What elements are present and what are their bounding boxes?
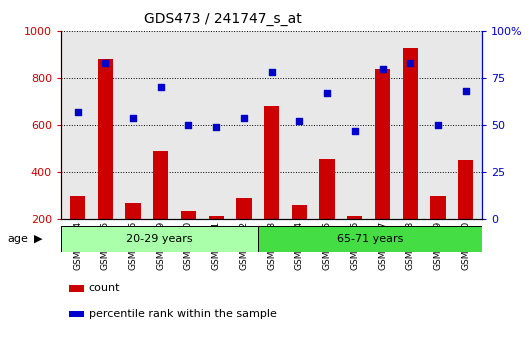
Bar	[153, 151, 169, 266]
Point	[406, 60, 414, 66]
Point	[101, 60, 110, 66]
Text: ▶: ▶	[34, 234, 43, 244]
Point	[267, 70, 276, 75]
Point	[212, 124, 220, 130]
Point	[295, 119, 304, 124]
Bar	[61, 226, 258, 252]
Point	[323, 90, 331, 96]
Text: GDS473 / 241747_s_at: GDS473 / 241747_s_at	[144, 12, 302, 26]
Point	[73, 109, 82, 115]
Bar	[181, 211, 196, 266]
Bar	[347, 216, 363, 266]
Point	[462, 88, 470, 94]
Bar	[292, 205, 307, 266]
Text: age: age	[7, 234, 28, 244]
Bar	[236, 198, 252, 266]
Bar	[70, 196, 85, 266]
Point	[240, 115, 248, 120]
Bar	[320, 159, 334, 266]
Text: 65-71 years: 65-71 years	[337, 234, 403, 244]
Bar	[98, 59, 113, 266]
Point	[378, 66, 387, 71]
Point	[350, 128, 359, 134]
Bar	[258, 226, 482, 252]
Text: count: count	[89, 284, 120, 293]
Bar	[403, 48, 418, 266]
Bar	[126, 203, 140, 266]
Bar	[264, 106, 279, 266]
Point	[434, 122, 442, 128]
Bar	[209, 216, 224, 266]
Bar	[430, 196, 446, 266]
Text: 20-29 years: 20-29 years	[126, 234, 192, 244]
Text: percentile rank within the sample: percentile rank within the sample	[89, 309, 277, 319]
Point	[129, 115, 137, 120]
Bar	[458, 160, 473, 266]
Bar	[375, 69, 390, 266]
Point	[184, 122, 193, 128]
Point	[156, 85, 165, 90]
